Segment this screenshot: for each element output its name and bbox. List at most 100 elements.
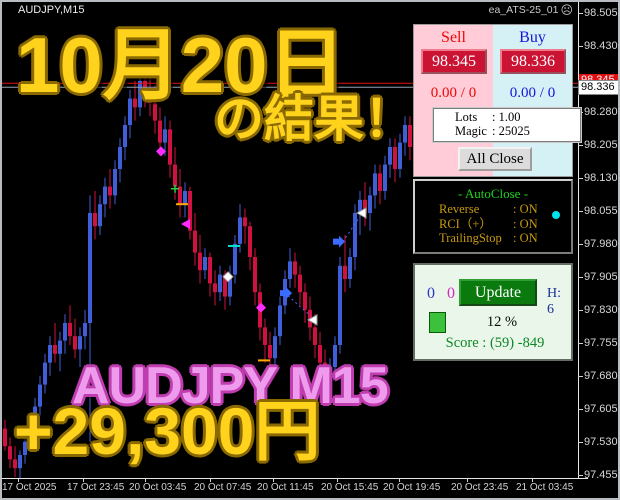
candle-body [298,274,302,293]
candle-body [208,257,212,284]
candle-body [178,186,182,205]
candle-body [398,142,402,169]
candle-body [328,367,332,385]
candle-body [98,204,102,227]
price-axis-tick [578,45,583,47]
candle-body [148,94,152,103]
price-axis-tick [578,243,583,245]
candle-body [268,345,272,359]
candle-body [368,195,372,213]
candle-body [373,173,377,196]
price-axis-label: 97.605 [584,402,618,415]
candle-body [193,230,197,253]
price-axis-label: 97.455 [584,468,618,481]
time-axis: 17 Oct 2025 17 Oct 23:45 20 Oct 03:45 20 Oc… [0,478,620,500]
candle-body [128,98,132,125]
price-axis-tick [578,375,583,377]
sell-stats: 0.00 / 0 [430,85,477,101]
exit-arrow-icon [355,207,367,219]
buy-stats: 0.00 / 0 [509,85,556,101]
time-axis-tick [145,479,146,482]
candle-body [228,274,232,297]
candle-body [388,147,392,165]
trade-panel: Sell Buy 98.345 98.336 0.00 / 0 0.00 / 0… [413,24,581,177]
signal-diamond-icon [222,271,234,283]
rci-label: RCI（+） [439,216,492,231]
candle-body [393,147,397,169]
candle-body [68,323,72,337]
time-axis-label: 21 Oct 03:45 [516,482,574,493]
candle-body [83,323,87,337]
time-axis-label: 20 Oct 07:45 [194,482,252,493]
candle-body [23,441,27,455]
candle-body [313,327,317,345]
percent-value: 12 % [486,314,518,330]
trailingstop-label: TrailingStop [439,231,502,245]
candle-body [188,191,192,231]
time-axis-label: 17 Oct 23:45 [67,482,125,493]
candle-body [263,327,267,345]
candle-body [38,384,42,407]
time-axis-tick [83,479,84,482]
candle-body [163,129,167,143]
all-close-button[interactable]: All Close [458,147,532,171]
exit-arrow-icon [181,219,190,229]
candle-body [63,323,67,341]
candle-body [218,274,222,293]
magic-label: Magic [455,124,487,138]
candle-body [318,345,322,363]
update-button[interactable]: Update [459,279,537,306]
price-axis-label: 98.055 [584,204,618,217]
price-axis-label: 98.505 [584,6,618,19]
time-axis-tick [467,479,468,482]
candle-body [158,120,162,143]
price-axis-tick [578,474,583,476]
overlay-pair-text: AUDJPY M15 [72,357,389,415]
candle-body [273,336,277,359]
price-axis-tick [578,177,583,179]
progress-gauge [429,312,446,333]
candle-body [333,345,337,367]
price-axis-label: 97.530 [584,435,618,448]
candle-body [233,243,237,275]
lots-magic-box: Lots : 1.00 Magic : 25025 [433,108,581,142]
candle-body [118,147,122,169]
candle-body [183,191,187,205]
candle-body [303,292,307,310]
time-axis-label: 20 Oct 03:45 [129,482,187,493]
candle-body [8,446,12,460]
candle-body [213,283,217,293]
reverse-label: Reverse [439,202,480,216]
price-axis-label: 97.830 [584,303,618,316]
candle-body [13,459,17,469]
update-panel: 0 0 Update H: 6 12 % Score : (59) -849 [413,263,573,361]
candle-body [168,129,172,165]
autoclose-indicator-light[interactable] [552,211,560,219]
candle-body [323,362,327,385]
candle-body [343,265,347,279]
candle-body [198,252,202,271]
time-axis-line [0,478,588,479]
time-axis-tick [18,479,19,482]
exit-arrow-icon [306,314,318,326]
trailingstop-value: : ON [513,231,538,245]
sell-price-button[interactable]: 98.345 [421,49,487,74]
candle-body [33,406,37,429]
ea-name-label: ea_ATS-25_01 ☹ [489,4,573,16]
candle-body [48,345,52,363]
price-axis-tick [578,210,583,212]
buy-price-button[interactable]: 98.336 [500,49,566,74]
candle-body [403,125,407,143]
candle-body [173,164,177,187]
time-axis-tick [532,479,533,482]
entry-arrow-icon [333,235,345,248]
price-axis-label: 97.755 [584,336,618,349]
candle-body [408,125,412,147]
candle-body [358,199,362,213]
price-axis-tick [578,441,583,443]
candle-body [338,265,342,345]
price-axis-label: 97.980 [584,237,618,250]
candle-body [88,213,92,323]
candle-body [133,98,137,108]
